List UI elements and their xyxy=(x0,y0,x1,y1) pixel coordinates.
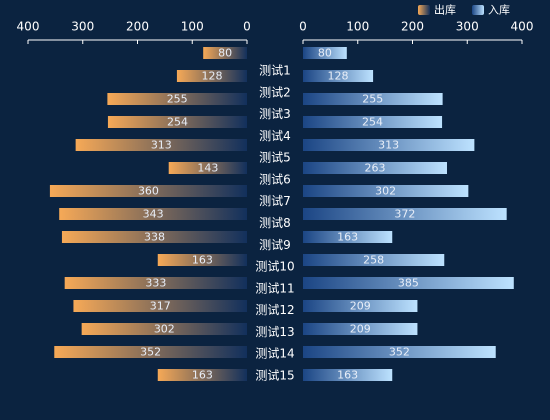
bar xyxy=(303,208,507,220)
bar xyxy=(303,231,393,243)
value-label: 343 xyxy=(143,208,164,221)
y-tick-label: 测试14 xyxy=(255,346,294,361)
bar xyxy=(303,277,514,289)
bar xyxy=(303,116,443,128)
bar xyxy=(61,231,247,243)
value-label: 317 xyxy=(150,300,171,313)
value-label: 360 xyxy=(138,185,159,198)
value-label: 209 xyxy=(350,300,371,313)
value-label: 313 xyxy=(378,139,399,152)
value-label: 372 xyxy=(394,208,415,221)
x-tick-label: 200 xyxy=(126,20,149,34)
legend-label: 入库 xyxy=(488,4,510,17)
y-tick-label: 测试5 xyxy=(259,150,291,165)
value-label: 313 xyxy=(151,139,172,152)
bar xyxy=(303,185,469,197)
y-tick-label: 测试6 xyxy=(259,171,291,186)
y-tick-label: 测试7 xyxy=(259,193,291,208)
bar xyxy=(75,139,247,151)
bar xyxy=(303,162,447,174)
bar xyxy=(81,323,247,335)
bar xyxy=(303,93,443,105)
bar xyxy=(157,254,247,266)
x-tick-label: 200 xyxy=(401,20,424,34)
y-tick-label: 测试2 xyxy=(259,84,291,99)
value-label: 302 xyxy=(375,185,396,198)
value-label: 163 xyxy=(192,369,213,382)
bar xyxy=(303,369,393,381)
bar xyxy=(203,47,247,59)
y-tick-label: 测试9 xyxy=(259,237,291,252)
bar xyxy=(303,47,347,59)
value-label: 80 xyxy=(318,47,332,60)
bar xyxy=(59,208,247,220)
bar xyxy=(303,254,445,266)
bar xyxy=(303,346,496,358)
y-tick-label: 测试8 xyxy=(259,215,291,230)
x-tick-label: 400 xyxy=(17,20,40,34)
y-tick-label: 测试10 xyxy=(255,259,294,274)
value-label: 254 xyxy=(362,116,383,129)
x-tick-label: 400 xyxy=(511,20,534,34)
legend-swatch xyxy=(472,5,484,15)
value-label: 352 xyxy=(140,346,161,359)
value-label: 255 xyxy=(362,93,383,106)
value-label: 80 xyxy=(218,47,232,60)
bar xyxy=(303,323,418,335)
value-label: 352 xyxy=(389,346,410,359)
x-tick-label: 300 xyxy=(71,20,94,34)
bar xyxy=(168,162,247,174)
value-label: 255 xyxy=(167,93,188,106)
y-tick-label: 测试1 xyxy=(259,63,291,78)
value-label: 385 xyxy=(398,277,419,290)
value-label: 258 xyxy=(363,254,384,267)
y-tick-label: 测试4 xyxy=(259,128,291,143)
bar xyxy=(107,116,247,128)
bar xyxy=(157,369,247,381)
bar xyxy=(49,185,248,197)
x-tick-label: 100 xyxy=(181,20,204,34)
value-label: 209 xyxy=(350,323,371,336)
bar xyxy=(54,346,247,358)
y-tick-label: 测试3 xyxy=(259,106,291,121)
value-label: 302 xyxy=(154,323,175,336)
value-label: 128 xyxy=(201,70,222,83)
y-tick-label: 测试11 xyxy=(255,280,294,295)
x-tick-label: 100 xyxy=(346,20,369,34)
y-tick-label: 测试15 xyxy=(255,368,294,383)
bar xyxy=(107,93,247,105)
value-label: 163 xyxy=(192,254,213,267)
value-label: 254 xyxy=(167,116,188,129)
value-label: 163 xyxy=(337,369,358,382)
legend-swatch xyxy=(418,5,430,15)
bar xyxy=(303,70,374,82)
value-label: 128 xyxy=(328,70,349,83)
bar xyxy=(64,277,248,289)
y-tick-label: 测试13 xyxy=(255,324,294,339)
legend-label: 出库 xyxy=(434,3,456,17)
bar xyxy=(303,139,475,151)
x-tick-label: 0 xyxy=(243,20,251,34)
bar xyxy=(176,70,247,82)
value-label: 143 xyxy=(197,162,218,175)
x-tick-label: 0 xyxy=(299,20,307,34)
value-label: 263 xyxy=(364,162,385,175)
value-label: 163 xyxy=(337,231,358,244)
bar xyxy=(303,300,418,312)
value-label: 333 xyxy=(145,277,166,290)
x-tick-label: 300 xyxy=(456,20,479,34)
bar xyxy=(73,300,247,312)
y-tick-label: 测试12 xyxy=(255,302,294,317)
value-label: 338 xyxy=(144,231,165,244)
